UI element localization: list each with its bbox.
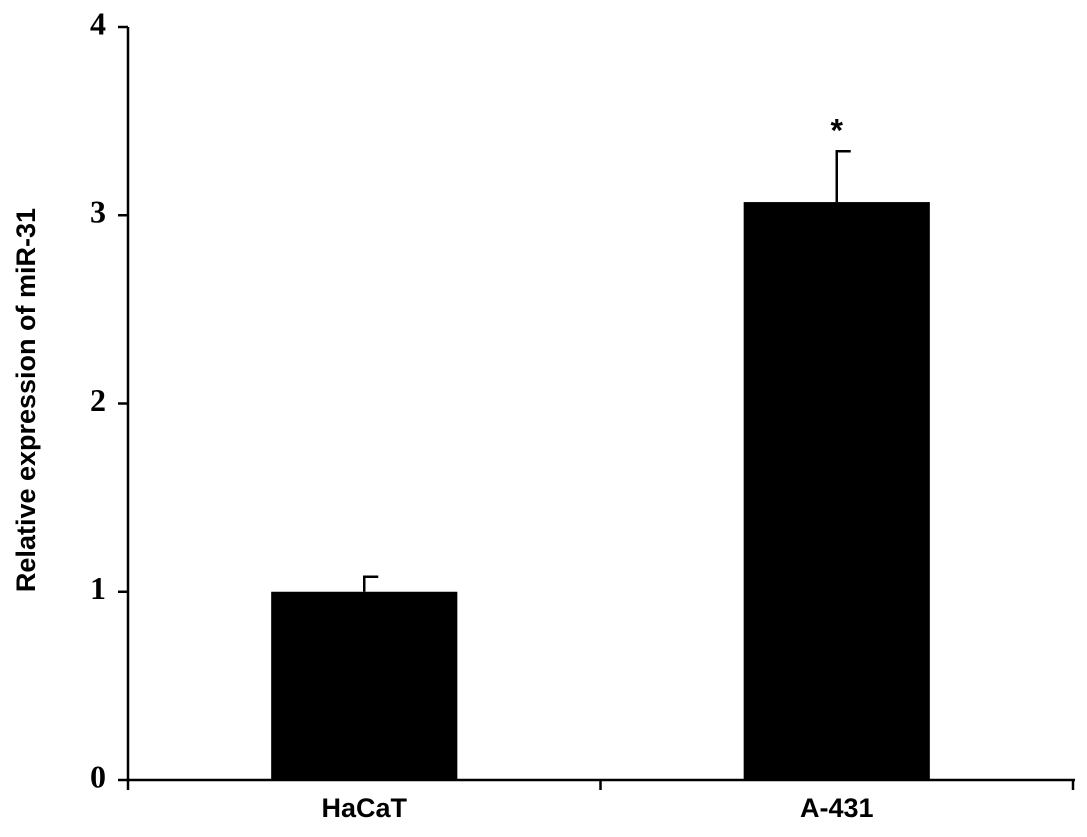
error-bar (363, 575, 379, 592)
x-tick-label: A-431 (800, 793, 874, 823)
y-tick-label: 0 (90, 758, 106, 794)
x-tick-label: HaCaT (321, 793, 407, 823)
y-axis-label: Relative expression of miR-31 (11, 208, 41, 592)
y-tick-label: 4 (90, 5, 106, 41)
error-bar (835, 149, 851, 203)
y-tick-label: 3 (90, 194, 106, 230)
annotation: * (831, 113, 844, 149)
bar (743, 202, 930, 780)
y-tick-label: 1 (90, 570, 106, 606)
y-tick-label: 2 (90, 382, 106, 418)
bar (271, 591, 458, 780)
